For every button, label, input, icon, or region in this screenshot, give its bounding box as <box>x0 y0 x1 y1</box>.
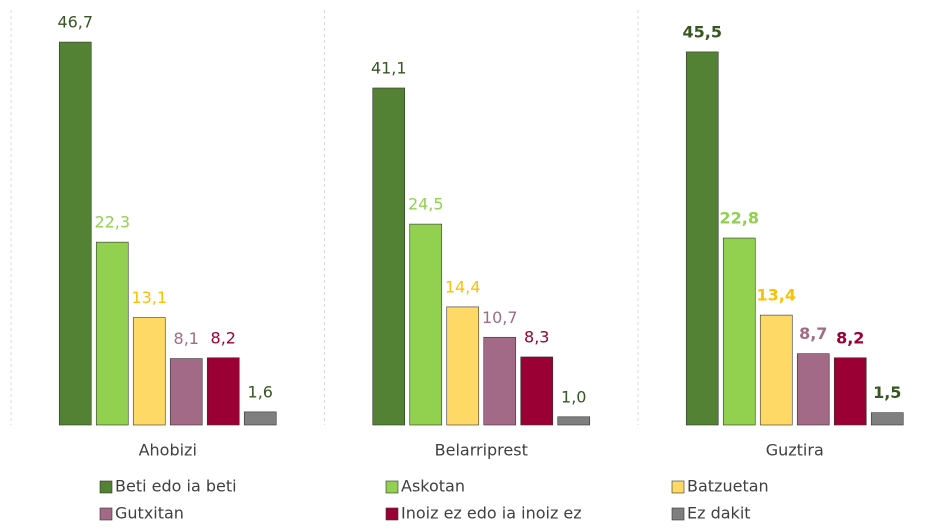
bar <box>132 317 166 426</box>
bar <box>833 357 867 426</box>
bar <box>483 336 517 426</box>
bar <box>372 87 406 426</box>
data-label: 41,1 <box>371 58 407 77</box>
bar <box>722 237 756 426</box>
bar <box>409 223 443 426</box>
data-label: 24,5 <box>408 195 444 214</box>
data-label: 22,8 <box>720 209 759 228</box>
bar <box>95 241 129 426</box>
bar <box>206 357 240 426</box>
data-label: 8,2 <box>211 328 236 347</box>
data-label: 46,7 <box>57 13 93 32</box>
legend-label: Ez dakit <box>687 504 751 523</box>
legend-label: Inoiz ez edo ia inoiz ez <box>401 504 582 523</box>
legend-swatch <box>385 507 399 521</box>
data-label: 1,0 <box>561 387 586 406</box>
data-label: 8,7 <box>799 324 827 343</box>
legend-label: Batzuetan <box>687 477 769 496</box>
bar <box>169 358 203 426</box>
bar <box>243 411 277 426</box>
bar <box>870 412 904 426</box>
bar <box>685 51 719 426</box>
data-label: 13,1 <box>131 288 167 307</box>
data-label: 22,3 <box>94 213 130 232</box>
legend-swatch <box>385 480 399 494</box>
data-label: 8,1 <box>174 329 199 348</box>
bar <box>796 353 830 426</box>
legend-label: Gutxitan <box>115 504 184 523</box>
x-tick-label: Belarriprest <box>435 441 528 460</box>
data-label: 45,5 <box>683 22 722 41</box>
legend-swatch <box>99 507 113 521</box>
data-label: 13,4 <box>757 286 796 305</box>
x-tick-label: Ahobizi <box>139 441 197 460</box>
x-tick-label: Guztira <box>766 441 824 460</box>
bar <box>446 306 480 426</box>
bar <box>520 356 554 426</box>
data-label: 14,4 <box>445 277 481 296</box>
data-label: 10,7 <box>482 308 518 327</box>
data-label: 8,2 <box>836 328 864 347</box>
data-label: 1,6 <box>248 382 273 401</box>
legend-label: Beti edo ia beti <box>115 477 237 496</box>
bar <box>557 416 591 426</box>
legend-swatch <box>99 480 113 494</box>
data-label: 8,3 <box>524 327 549 346</box>
bar <box>58 41 92 426</box>
bar <box>759 314 793 426</box>
legend-label: Askotan <box>401 477 465 496</box>
data-label: 1,5 <box>873 383 901 402</box>
legend-swatch <box>671 480 685 494</box>
legend-swatch <box>671 507 685 521</box>
